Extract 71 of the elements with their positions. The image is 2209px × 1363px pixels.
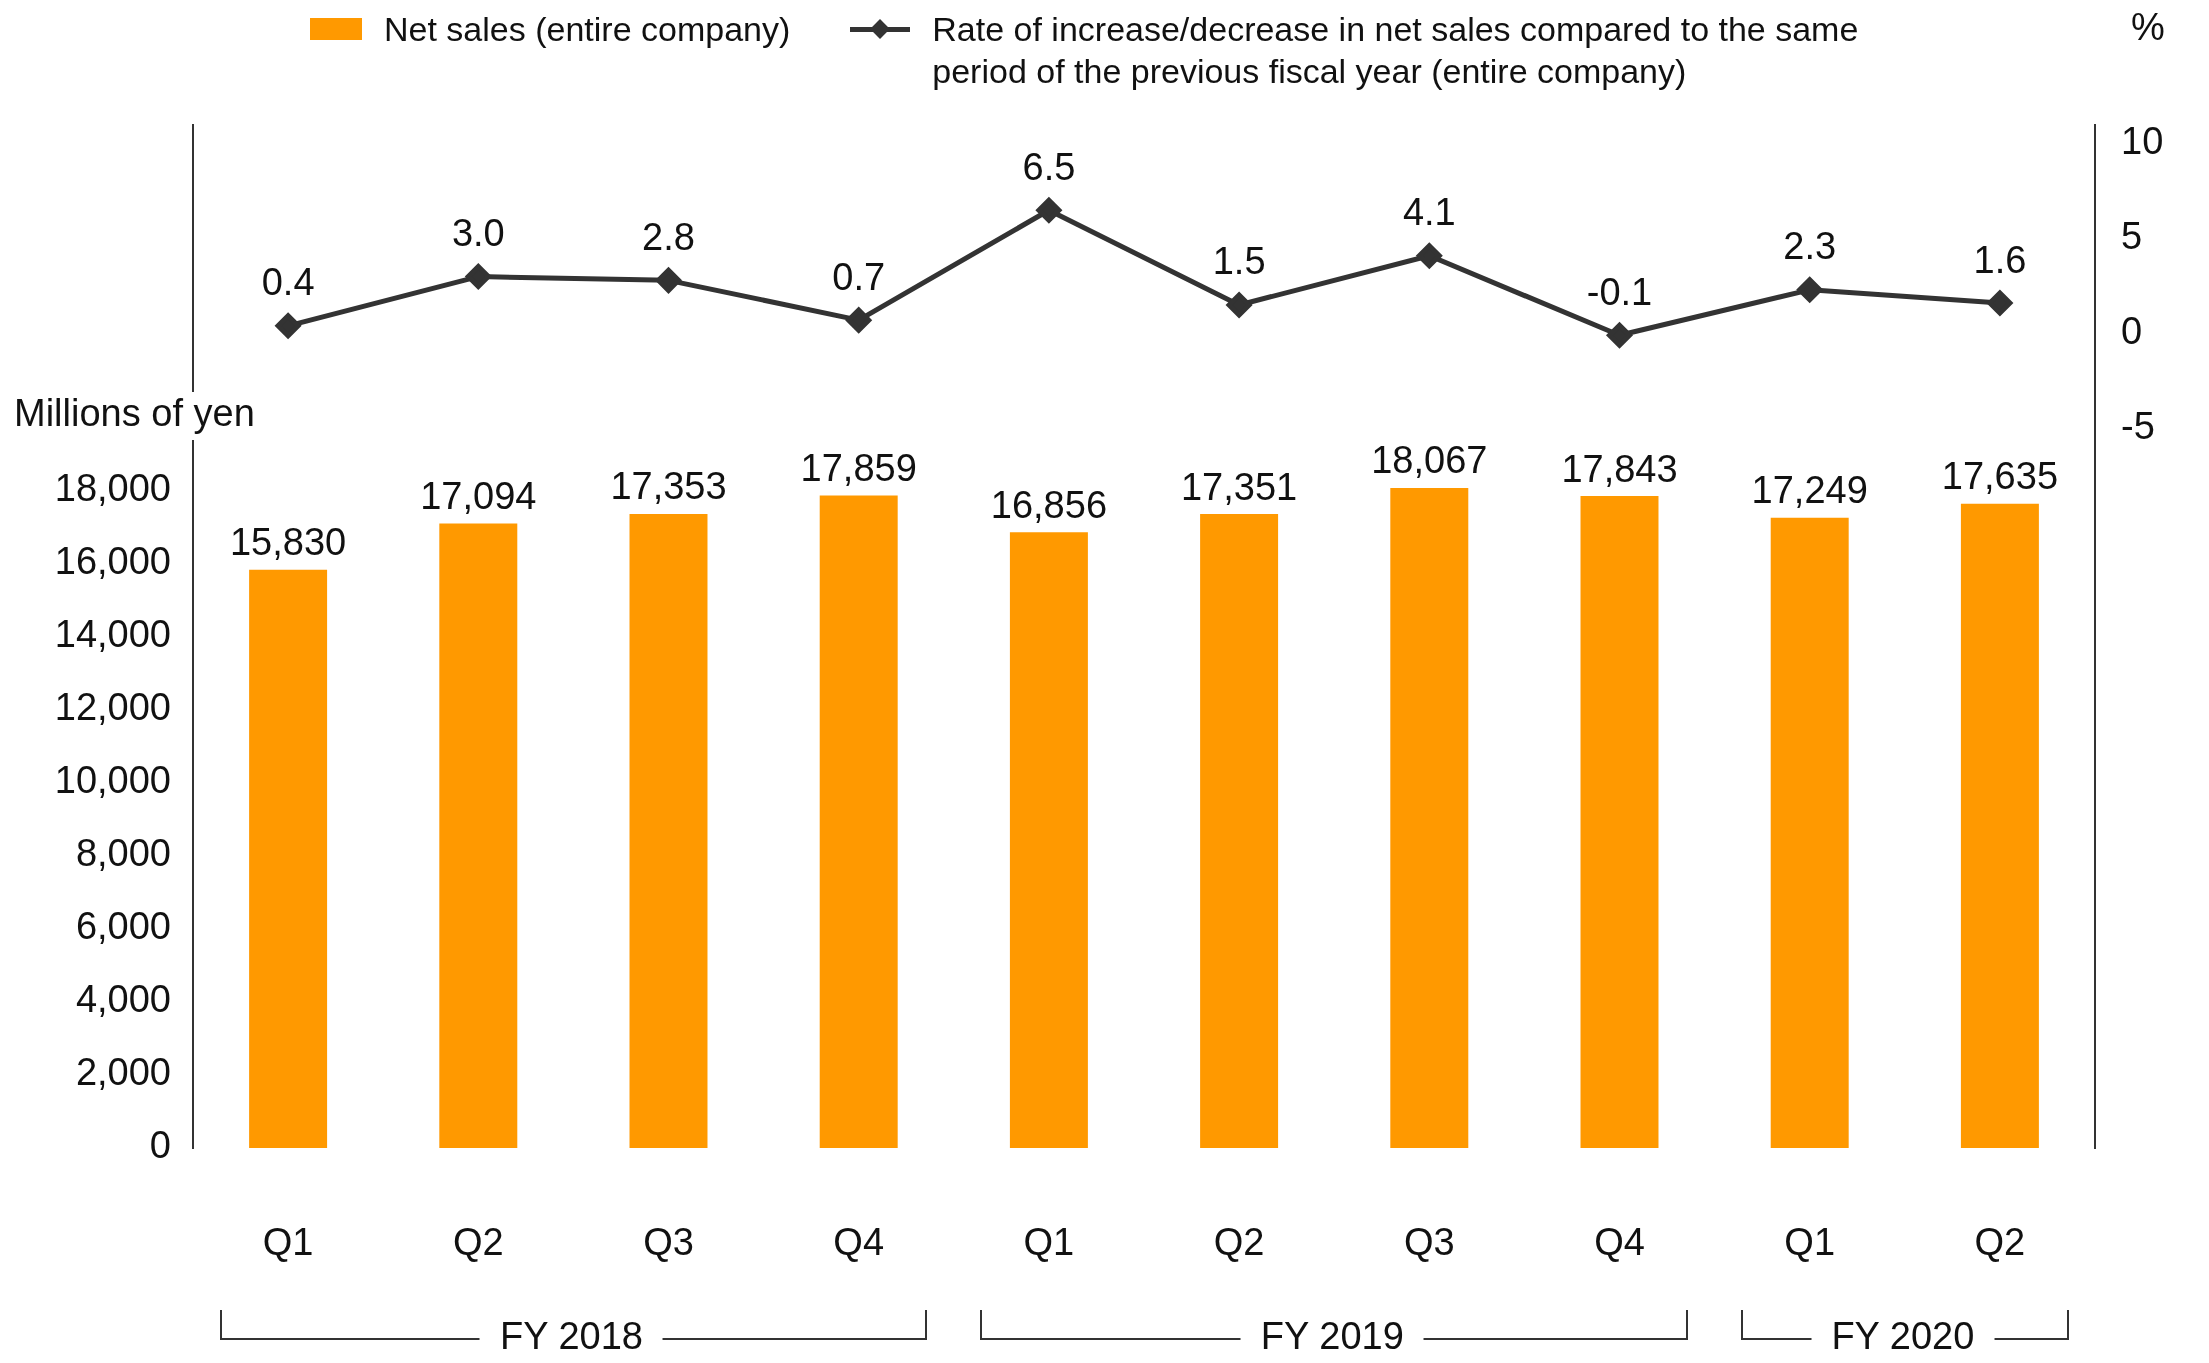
y-tick-label: 8,000: [75, 832, 171, 875]
data-label: 16,856: [990, 483, 1108, 526]
y-tick-label: 0: [149, 1124, 171, 1167]
y-tick-label: 16,000: [54, 539, 171, 582]
legend-label: Net sales (entire company): [384, 9, 791, 50]
y-tick-label: 18,000: [54, 466, 171, 509]
point: [1416, 243, 1442, 269]
y-tick-label: 14,000: [54, 612, 171, 655]
bar: [629, 514, 708, 1148]
bar: [1960, 503, 2039, 1148]
x-tick-label: Q2: [1974, 1221, 2026, 1264]
data-label: 0.4: [261, 261, 315, 304]
bar: [439, 523, 518, 1148]
y2-tick-label: -5: [2121, 404, 2155, 447]
data-label: 4.1: [1402, 191, 1456, 234]
data-label: 17,843: [1561, 447, 1678, 490]
x-tick-label: Q2: [452, 1221, 504, 1264]
text: FY 2018: [480, 1314, 663, 1358]
y-tick-label: 10,000: [54, 759, 171, 802]
point: [1036, 197, 1062, 223]
y-tick-label: 12,000: [54, 686, 171, 729]
y2-axis-title: %: [2131, 6, 2165, 49]
point: [846, 307, 872, 333]
x-tick-label: Q3: [1403, 1221, 1455, 1264]
data-label: 2.8: [642, 215, 695, 258]
data-label: 18,067: [1371, 439, 1488, 482]
x-tick-label: Q3: [643, 1221, 694, 1264]
data-label: 17,635: [1941, 455, 2059, 498]
bar: [1200, 514, 1279, 1148]
x-tick-label: Q1: [1784, 1221, 1836, 1264]
bar: [819, 495, 898, 1148]
data-label: 17,249: [1751, 469, 1868, 512]
y-tick-label: 2,000: [75, 1051, 171, 1094]
data-label: 3.0: [451, 212, 505, 255]
data-label: 17,859: [800, 446, 917, 489]
bar: [1390, 487, 1469, 1148]
y-tick-label: 4,000: [75, 978, 171, 1021]
text: FY 2020: [1811, 1314, 1995, 1358]
point: [275, 313, 301, 339]
data-label: 0.7: [832, 255, 886, 298]
data-label: 17,353: [610, 465, 727, 508]
data-label: 2.3: [1783, 225, 1837, 268]
point: [1226, 292, 1252, 318]
y-axis-title: Millions of yen: [14, 392, 255, 435]
x-tick-label: Q2: [1213, 1221, 1265, 1264]
y2-tick-label: 5: [2121, 215, 2143, 258]
point: [465, 264, 491, 290]
point: [1797, 277, 1823, 303]
data-label: 17,094: [420, 474, 537, 517]
y2-tick-label: 10: [2121, 120, 2164, 163]
text: FY 2019: [1240, 1314, 1424, 1358]
x-tick-label: Q4: [1594, 1221, 1645, 1264]
point: [1607, 322, 1632, 348]
data-label: 15,830: [229, 521, 347, 564]
y2-tick-label: 0: [2121, 309, 2143, 352]
data-label: 1.6: [1973, 238, 2027, 281]
data-label: 6.5: [1022, 145, 1076, 188]
x-tick-label: Q1: [1023, 1221, 1075, 1264]
bar: [1580, 496, 1659, 1148]
bar: [1009, 532, 1088, 1148]
bar: [249, 569, 328, 1148]
data-label: 1.5: [1212, 240, 1266, 283]
point: [656, 267, 681, 293]
x-tick-label: Q4: [833, 1221, 885, 1264]
data-label: -0.1: [1586, 270, 1653, 313]
data-label: 17,351: [1180, 465, 1298, 508]
x-tick-label: Q1: [262, 1221, 314, 1264]
y-tick-label: 6,000: [75, 905, 171, 948]
bar: [1770, 517, 1849, 1148]
point: [1987, 290, 2013, 316]
legend-label: Rate of increase/decrease in net sales compared to the same period of the previous fiscal year (entire company): [932, 9, 1860, 92]
